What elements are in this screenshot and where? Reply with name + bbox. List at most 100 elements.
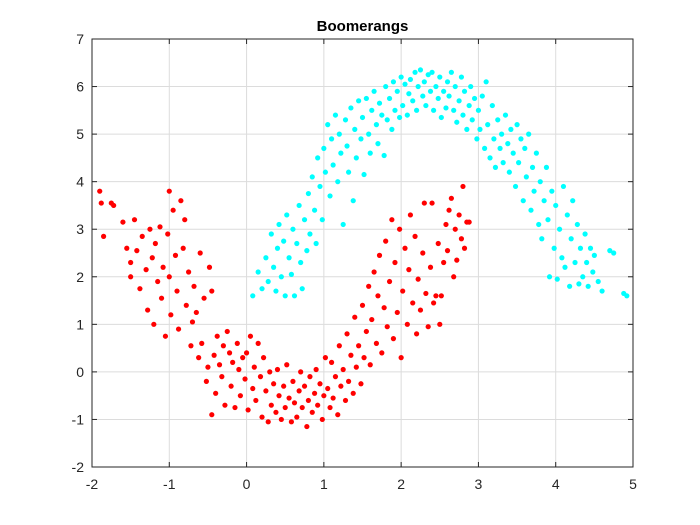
data-point bbox=[474, 136, 480, 142]
data-point bbox=[247, 333, 254, 339]
data-point bbox=[375, 141, 381, 147]
y-tick-label: 5 bbox=[76, 126, 84, 142]
data-point bbox=[278, 274, 284, 280]
data-point bbox=[485, 122, 491, 128]
data-point bbox=[158, 295, 165, 301]
data-point bbox=[166, 188, 172, 194]
data-point bbox=[363, 95, 369, 102]
data-point bbox=[203, 378, 209, 384]
y-tick-label: -1 bbox=[72, 411, 85, 427]
data-point bbox=[182, 217, 188, 223]
data-point bbox=[516, 160, 522, 166]
data-point bbox=[268, 231, 274, 237]
data-point bbox=[338, 150, 344, 156]
data-point bbox=[149, 255, 155, 261]
data-point bbox=[611, 250, 617, 256]
data-point bbox=[505, 141, 511, 147]
data-point bbox=[307, 231, 313, 237]
data-point bbox=[304, 248, 310, 254]
data-point bbox=[336, 131, 342, 137]
x-tick-label: 1 bbox=[320, 476, 328, 492]
data-point bbox=[211, 352, 217, 358]
ticks: -2 -1 0 1 2 3 4 5 -2 -1 0 1 2 3 4 5 6 7 bbox=[72, 31, 638, 492]
data-point bbox=[296, 202, 302, 209]
data-point bbox=[257, 374, 264, 380]
data-point bbox=[298, 369, 304, 375]
data-point bbox=[330, 395, 336, 401]
data-point bbox=[373, 122, 380, 128]
data-point bbox=[366, 131, 372, 137]
data-point bbox=[410, 300, 416, 306]
data-point bbox=[274, 366, 281, 373]
data-point bbox=[591, 252, 597, 258]
data-point bbox=[359, 114, 366, 121]
data-point bbox=[271, 264, 277, 270]
data-point bbox=[564, 212, 570, 218]
data-point bbox=[340, 366, 346, 373]
y-tick-label: 4 bbox=[76, 174, 84, 190]
data-point bbox=[574, 221, 580, 228]
data-point bbox=[584, 259, 590, 266]
data-point bbox=[196, 355, 202, 361]
data-point bbox=[274, 245, 281, 251]
data-point bbox=[263, 255, 269, 261]
data-point bbox=[319, 217, 325, 223]
series-1 bbox=[97, 183, 472, 430]
data-point bbox=[389, 217, 395, 223]
data-point bbox=[431, 107, 437, 113]
data-point bbox=[560, 183, 567, 190]
data-point bbox=[392, 107, 398, 113]
data-point bbox=[344, 143, 350, 149]
data-point bbox=[209, 288, 215, 294]
data-point bbox=[281, 383, 287, 389]
data-point bbox=[273, 288, 279, 294]
data-point bbox=[321, 393, 327, 399]
chart-title: Boomerangs bbox=[317, 18, 409, 35]
data-point bbox=[433, 83, 439, 90]
data-point bbox=[624, 293, 630, 299]
data-point bbox=[520, 198, 526, 204]
data-point bbox=[454, 119, 460, 125]
data-point bbox=[489, 102, 495, 109]
data-point bbox=[394, 309, 400, 316]
data-point bbox=[386, 95, 393, 102]
data-point bbox=[458, 236, 465, 242]
data-point bbox=[466, 102, 472, 109]
data-point bbox=[294, 240, 300, 247]
data-point bbox=[328, 359, 335, 365]
data-point bbox=[265, 419, 271, 425]
data-point bbox=[384, 324, 390, 330]
data-point bbox=[327, 193, 333, 199]
data-point bbox=[178, 198, 184, 204]
data-point bbox=[492, 164, 499, 170]
data-point bbox=[407, 76, 414, 83]
data-point bbox=[479, 93, 485, 99]
data-point bbox=[220, 343, 226, 349]
data-point bbox=[536, 221, 542, 228]
data-point bbox=[120, 219, 126, 225]
data-point bbox=[205, 364, 211, 370]
data-point bbox=[371, 269, 377, 275]
data-point bbox=[500, 160, 506, 166]
data-point bbox=[412, 69, 418, 75]
data-point bbox=[448, 69, 454, 75]
data-point bbox=[373, 340, 380, 346]
data-point bbox=[402, 81, 408, 87]
data-point bbox=[97, 188, 103, 194]
data-point bbox=[543, 164, 550, 170]
data-point bbox=[335, 179, 341, 185]
data-point bbox=[402, 245, 408, 251]
data-point bbox=[599, 288, 605, 294]
data-point bbox=[356, 98, 362, 104]
data-point bbox=[369, 107, 375, 113]
data-point bbox=[577, 245, 584, 251]
data-point bbox=[429, 69, 435, 75]
data-point bbox=[437, 321, 443, 327]
data-point bbox=[294, 414, 300, 420]
data-point bbox=[438, 114, 444, 121]
data-point bbox=[381, 152, 387, 159]
data-point bbox=[497, 145, 503, 151]
data-point bbox=[556, 226, 563, 232]
y-tick-label: 7 bbox=[76, 31, 84, 47]
data-point bbox=[420, 93, 426, 99]
